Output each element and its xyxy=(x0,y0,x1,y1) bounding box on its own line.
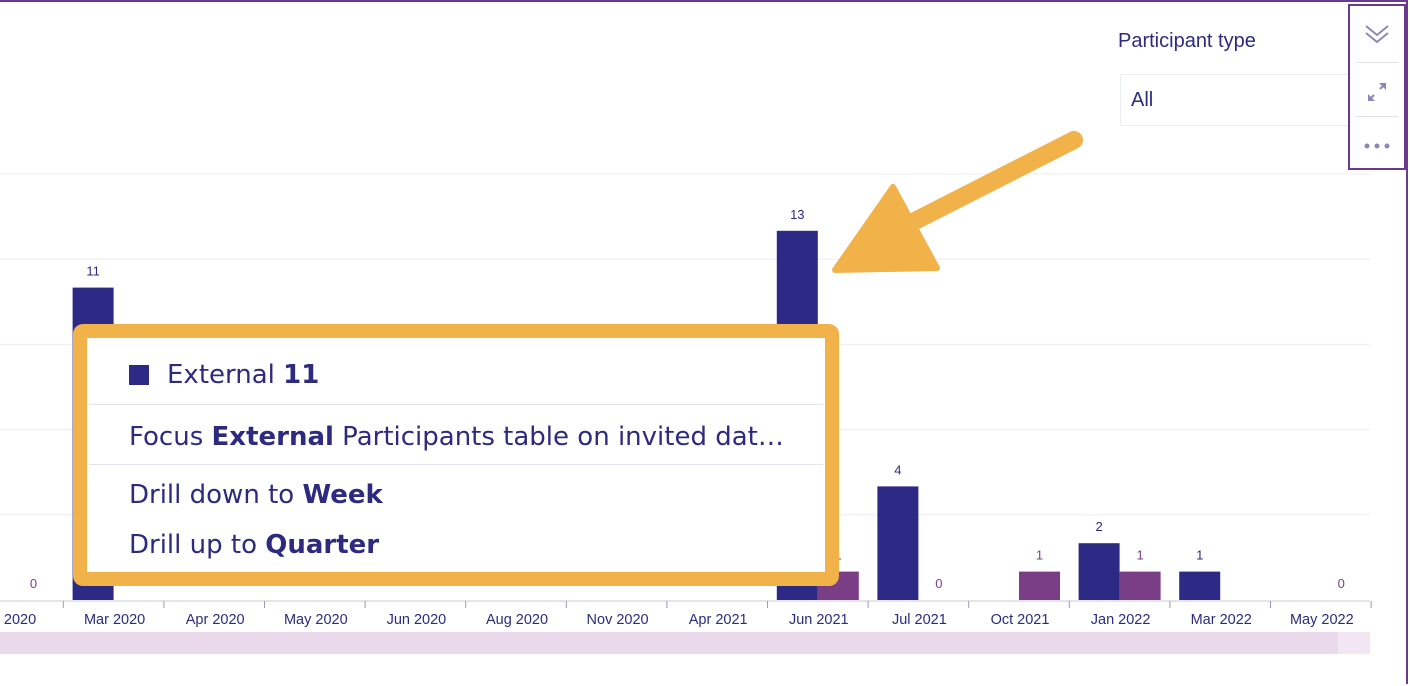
tooltip-series-name: External xyxy=(167,360,275,390)
bar-external-label: 1 xyxy=(1196,548,1203,563)
expand-button[interactable] xyxy=(1350,66,1404,118)
focus-prefix: Focus xyxy=(129,422,212,452)
x-tick-label: Nov 2020 xyxy=(587,612,649,628)
x-tick-label: Jul 2021 xyxy=(892,612,947,628)
tooltip-series-value: 11 xyxy=(283,360,320,390)
tooltip-divider xyxy=(89,404,823,405)
double-chevron-down-icon xyxy=(1365,25,1389,44)
drill-up-prefix: Drill up to xyxy=(129,530,266,560)
bar-internal xyxy=(1119,571,1161,600)
drill-up-level: Quarter xyxy=(265,530,380,560)
bar-internal-label: 0 xyxy=(1338,576,1345,591)
tooltip-divider xyxy=(89,464,823,465)
bar-external-label: 13 xyxy=(790,207,804,222)
x-tick-label: May 2020 xyxy=(284,612,348,628)
bar-external-label: 2 xyxy=(1095,519,1102,534)
focus-menu-item[interactable]: Focus External Participants table on inv… xyxy=(129,422,784,452)
tooltip-series-row: External 11 xyxy=(129,360,319,390)
toolbar-divider xyxy=(1356,62,1398,63)
drill-up-menu-item[interactable]: Drill up to Quarter xyxy=(129,530,379,560)
bar-internal-label: 0 xyxy=(935,576,942,591)
drill-down-menu-item[interactable]: Drill down to Week xyxy=(129,480,383,510)
bar-external-label: 4 xyxy=(894,462,901,477)
chart-context-menu: External 11 Focus External Participants … xyxy=(73,324,839,586)
x-tick-label: May 2022 xyxy=(1290,612,1354,628)
bar-external xyxy=(877,486,919,600)
more-options-button[interactable] xyxy=(1350,120,1404,172)
more-dots-icon xyxy=(1364,143,1390,149)
x-tick-label: Oct 2021 xyxy=(991,612,1050,628)
visual-toolbar xyxy=(1348,4,1406,170)
bar-external xyxy=(1078,543,1120,600)
horizontal-scrollbar[interactable] xyxy=(0,632,1370,654)
x-tick-label: n 2020 xyxy=(0,612,36,628)
bar-external xyxy=(1179,571,1221,600)
x-tick-label: Apr 2021 xyxy=(689,612,748,628)
x-tick-label: Jun 2020 xyxy=(387,612,447,628)
participant-type-dropdown[interactable]: All xyxy=(1120,74,1348,126)
participant-type-label: Participant type xyxy=(1118,30,1256,52)
drill-down-prefix: Drill down to xyxy=(129,480,303,510)
bar-internal-label: 1 xyxy=(1036,548,1043,563)
x-tick-label: Apr 2020 xyxy=(186,612,245,628)
x-tick-label: Jun 2021 xyxy=(789,612,849,628)
x-tick-label: Aug 2020 xyxy=(486,612,548,628)
scrollbar-thumb[interactable] xyxy=(1338,632,1370,654)
x-tick-label: Mar 2020 xyxy=(84,612,145,628)
focus-series: External xyxy=(211,422,334,452)
series-swatch xyxy=(129,365,149,385)
toolbar-divider xyxy=(1356,116,1398,117)
drill-down-level: Week xyxy=(302,480,383,510)
x-tick-label: Jan 2022 xyxy=(1091,612,1151,628)
collapse-button[interactable] xyxy=(1350,8,1404,60)
bar-internal-label: 0 xyxy=(30,576,37,591)
x-tick-label: Mar 2022 xyxy=(1191,612,1252,628)
participant-type-value: All xyxy=(1131,88,1154,111)
expand-arrows-icon xyxy=(1368,83,1386,101)
bar-internal-label: 1 xyxy=(1136,548,1143,563)
focus-suffix: Participants table on invited dat… xyxy=(333,422,784,452)
bar-internal xyxy=(1019,571,1060,600)
bar-external-label: 11 xyxy=(86,264,100,279)
